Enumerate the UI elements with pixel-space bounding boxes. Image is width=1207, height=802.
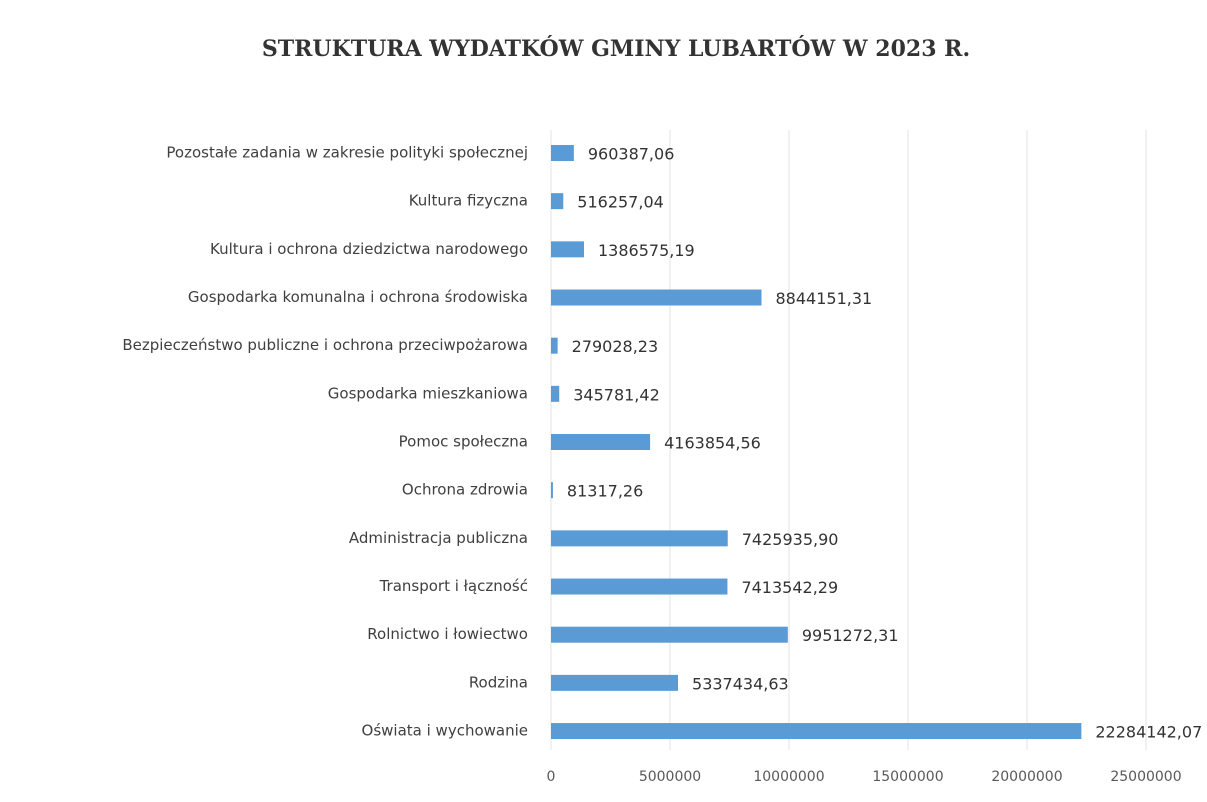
- data-label: 345781,42: [573, 385, 660, 404]
- y-tick-label: Bezpieczeństwo publiczne i ochrona przec…: [122, 336, 528, 354]
- data-label: 22284142,07: [1095, 723, 1202, 742]
- x-tick-label: 0: [547, 769, 556, 785]
- y-tick-label: Gospodarka mieszkaniowa: [328, 384, 528, 402]
- data-label: 4163854,56: [664, 434, 761, 453]
- bar: [551, 482, 553, 499]
- data-label: 9951272,31: [802, 626, 899, 645]
- y-tick-label: Rodzina: [469, 673, 528, 691]
- x-tick-label: 5000000: [639, 769, 701, 785]
- x-tick-label: 20000000: [991, 769, 1062, 785]
- bar: [551, 626, 788, 643]
- bar: [551, 530, 728, 547]
- y-tick-label: Oświata i wychowanie: [362, 722, 528, 740]
- bar: [551, 241, 585, 258]
- data-label: 7425935,90: [742, 530, 839, 549]
- y-tick-label: Gospodarka komunalna i ochrona środowisk…: [188, 288, 528, 306]
- bar: [551, 385, 560, 402]
- x-tick-label: 10000000: [753, 769, 824, 785]
- y-tick-label: Pomoc społeczna: [399, 433, 528, 451]
- y-tick-label: Pozostałe zadania w zakresie polityki sp…: [166, 144, 528, 162]
- data-label: 279028,23: [572, 337, 659, 356]
- data-label: 960387,06: [588, 145, 675, 164]
- y-tick-label: Transport i łączność: [379, 577, 528, 595]
- y-tick-label: Kultura i ochrona dziedzictwa narodowego: [210, 240, 528, 258]
- y-tick-label: Ochrona zdrowia: [402, 481, 528, 499]
- data-label: 1386575,19: [598, 241, 695, 260]
- data-label: 516257,04: [577, 193, 664, 212]
- data-label: 5337434,63: [692, 674, 789, 693]
- chart-title: STRUKTURA WYDATKÓW GMINY LUBARTÓW W 2023…: [262, 35, 970, 62]
- y-tick-label: Kultura fizyczna: [409, 192, 528, 210]
- data-label: 81317,26: [567, 482, 643, 501]
- data-label: 7413542,29: [741, 578, 838, 597]
- bar: [551, 337, 558, 354]
- bar: [551, 193, 564, 210]
- bar: [551, 674, 679, 691]
- y-tick-label: Rolnictwo i łowiectwo: [367, 625, 528, 643]
- bar: [551, 289, 762, 306]
- bar: [551, 723, 1082, 740]
- bar: [551, 578, 728, 595]
- data-label: 8844151,31: [775, 289, 872, 308]
- bar: [551, 145, 574, 161]
- x-tick-label: 25000000: [1110, 769, 1181, 785]
- bar: [551, 434, 651, 451]
- y-tick-label: Administracja publiczna: [349, 529, 528, 547]
- x-tick-label: 15000000: [872, 769, 943, 785]
